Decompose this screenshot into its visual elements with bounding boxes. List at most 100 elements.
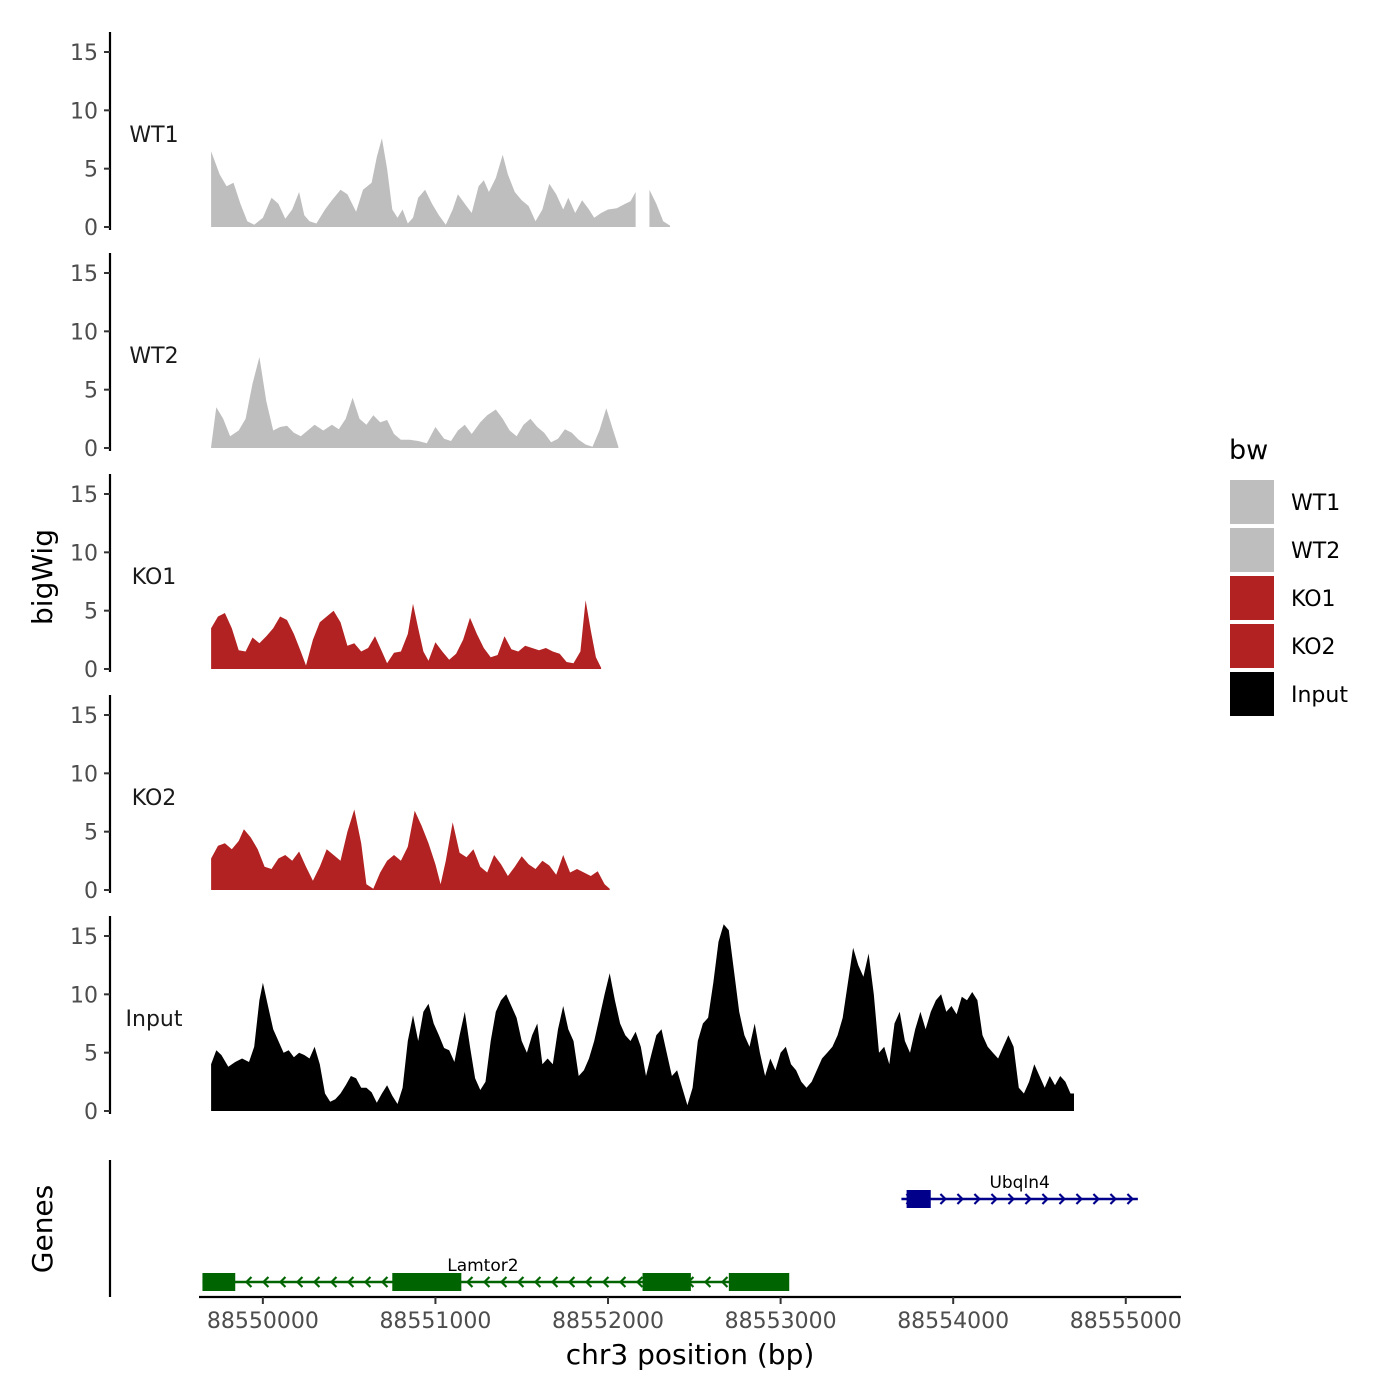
strand-arrow xyxy=(990,1193,998,1205)
exon-lamtor2 xyxy=(642,1273,691,1291)
exon-lamtor2 xyxy=(202,1273,236,1291)
coverage-gap xyxy=(670,32,681,230)
gene-label-lamtor2: Lamtor2 xyxy=(447,1256,518,1276)
y-tick-label: 15 xyxy=(70,41,98,66)
y-tick-label: 0 xyxy=(84,1100,98,1125)
strand-arrow xyxy=(1041,1193,1049,1205)
strand-arrow xyxy=(329,1276,338,1288)
y-tick-label: 0 xyxy=(84,879,98,904)
strand-arrow xyxy=(1109,1193,1117,1205)
strand-arrow xyxy=(346,1276,355,1288)
legend-item-wt2: WT2 xyxy=(1230,528,1340,572)
strand-arrow xyxy=(584,1276,593,1288)
y-tick-label: 15 xyxy=(70,262,98,287)
y-tick-label: 5 xyxy=(84,158,98,183)
x-axis: 88550000 88551000 88552000 88553000 88554000… xyxy=(199,1295,1182,1334)
legend-label: Input xyxy=(1291,683,1348,708)
strand-arrow xyxy=(635,1276,644,1288)
x-tick-label: 88550000 xyxy=(207,1309,319,1334)
strand-arrow xyxy=(973,1193,981,1205)
y-tick-label: 10 xyxy=(70,762,98,787)
strand-arrow xyxy=(1075,1193,1083,1205)
legend-label: WT2 xyxy=(1291,539,1340,564)
strand-arrow xyxy=(499,1276,508,1288)
legend-swatch xyxy=(1230,528,1274,572)
strand-arrow xyxy=(533,1276,542,1288)
y-tick-label: 5 xyxy=(84,1042,98,1067)
gene-label-ubqln4: Ubqln4 xyxy=(989,1173,1049,1193)
legend-swatch xyxy=(1230,480,1274,524)
legend-label: KO2 xyxy=(1291,635,1336,660)
gene-lamtor2: Lamtor2 xyxy=(202,1256,790,1291)
coverage-gap xyxy=(621,695,655,893)
strand-arrow xyxy=(1007,1193,1015,1205)
strand-arrow xyxy=(312,1276,321,1288)
exon-ubqln4 xyxy=(906,1190,931,1208)
strand-arrow xyxy=(720,1276,729,1288)
y-axis-title: bigWig xyxy=(26,529,59,625)
y-tick-label: 0 xyxy=(84,216,98,241)
strand-arrow xyxy=(1092,1193,1100,1205)
coverage-area-ko1 xyxy=(211,600,602,669)
track-input: 0 5 10 15 Input xyxy=(70,916,1075,1125)
strand-arrow xyxy=(1058,1193,1066,1205)
strand-arrow xyxy=(1126,1193,1134,1205)
strand-arrow xyxy=(261,1276,270,1288)
legend-title: bw xyxy=(1229,435,1268,466)
y-tick-label: 5 xyxy=(84,821,98,846)
strand-arrow xyxy=(295,1276,304,1288)
legend-item-ko1: KO1 xyxy=(1230,576,1336,620)
legend-swatch xyxy=(1230,624,1274,668)
gene-track: Lamtor2 Ubqln4 xyxy=(108,1160,1138,1297)
y-tick-label: 15 xyxy=(70,704,98,729)
track-label-ko1: KO1 xyxy=(132,565,177,590)
coverage-gap xyxy=(621,474,638,672)
coverage-area-input xyxy=(211,924,1075,1111)
track-label-ko2: KO2 xyxy=(132,786,177,811)
strand-arrow xyxy=(516,1276,525,1288)
y-tick-label: 10 xyxy=(70,541,98,566)
exon-lamtor2 xyxy=(392,1273,462,1291)
y-tick-label: 10 xyxy=(70,983,98,1008)
y-tick-label: 5 xyxy=(84,600,98,625)
x-tick-label: 88555000 xyxy=(1070,1309,1182,1334)
x-tick-label: 88554000 xyxy=(897,1309,1009,1334)
track-wt1: 0 5 10 15 WT1 xyxy=(70,32,681,241)
x-axis-title: chr3 position (bp) xyxy=(566,1338,815,1371)
strand-arrow xyxy=(939,1193,947,1205)
strand-arrow xyxy=(550,1276,559,1288)
coverage-gap xyxy=(635,32,650,230)
legend-swatch xyxy=(1230,672,1274,716)
legend: bw WT1 WT2 KO1 KO2 Input xyxy=(1229,435,1348,716)
track-ko1: 0 5 10 15 KO1 xyxy=(70,474,638,683)
legend-label: WT1 xyxy=(1291,491,1340,516)
strand-arrow xyxy=(1024,1193,1032,1205)
strand-arrow xyxy=(380,1276,389,1288)
y-tick-label: 10 xyxy=(70,320,98,345)
legend-label: KO1 xyxy=(1291,587,1336,612)
strand-arrow xyxy=(278,1276,287,1288)
y-tick-label: 0 xyxy=(84,658,98,683)
x-tick-label: 88553000 xyxy=(725,1309,837,1334)
track-label-wt1: WT1 xyxy=(129,123,178,148)
strand-arrow xyxy=(567,1276,576,1288)
y-tick-label: 0 xyxy=(84,437,98,462)
coverage-area-wt1 xyxy=(211,138,671,227)
track-ko2: 0 5 10 15 KO2 xyxy=(70,695,655,904)
legend-item-ko2: KO2 xyxy=(1230,624,1336,668)
y-tick-label: 15 xyxy=(70,925,98,950)
strand-arrow xyxy=(703,1276,712,1288)
exon-lamtor2 xyxy=(728,1273,790,1291)
x-tick-label: 88551000 xyxy=(379,1309,491,1334)
x-tick-label: 88552000 xyxy=(552,1309,664,1334)
legend-swatch xyxy=(1230,576,1274,620)
coverage-gap xyxy=(621,253,636,451)
strand-arrow xyxy=(465,1276,474,1288)
strand-arrow xyxy=(956,1193,964,1205)
y-tick-label: 15 xyxy=(70,483,98,508)
track-wt2: 0 5 10 15 WT2 xyxy=(70,253,636,462)
y-tick-label: 10 xyxy=(70,99,98,124)
gene-axis-title: Genes xyxy=(26,1185,59,1273)
coverage-area-ko2 xyxy=(211,809,610,890)
